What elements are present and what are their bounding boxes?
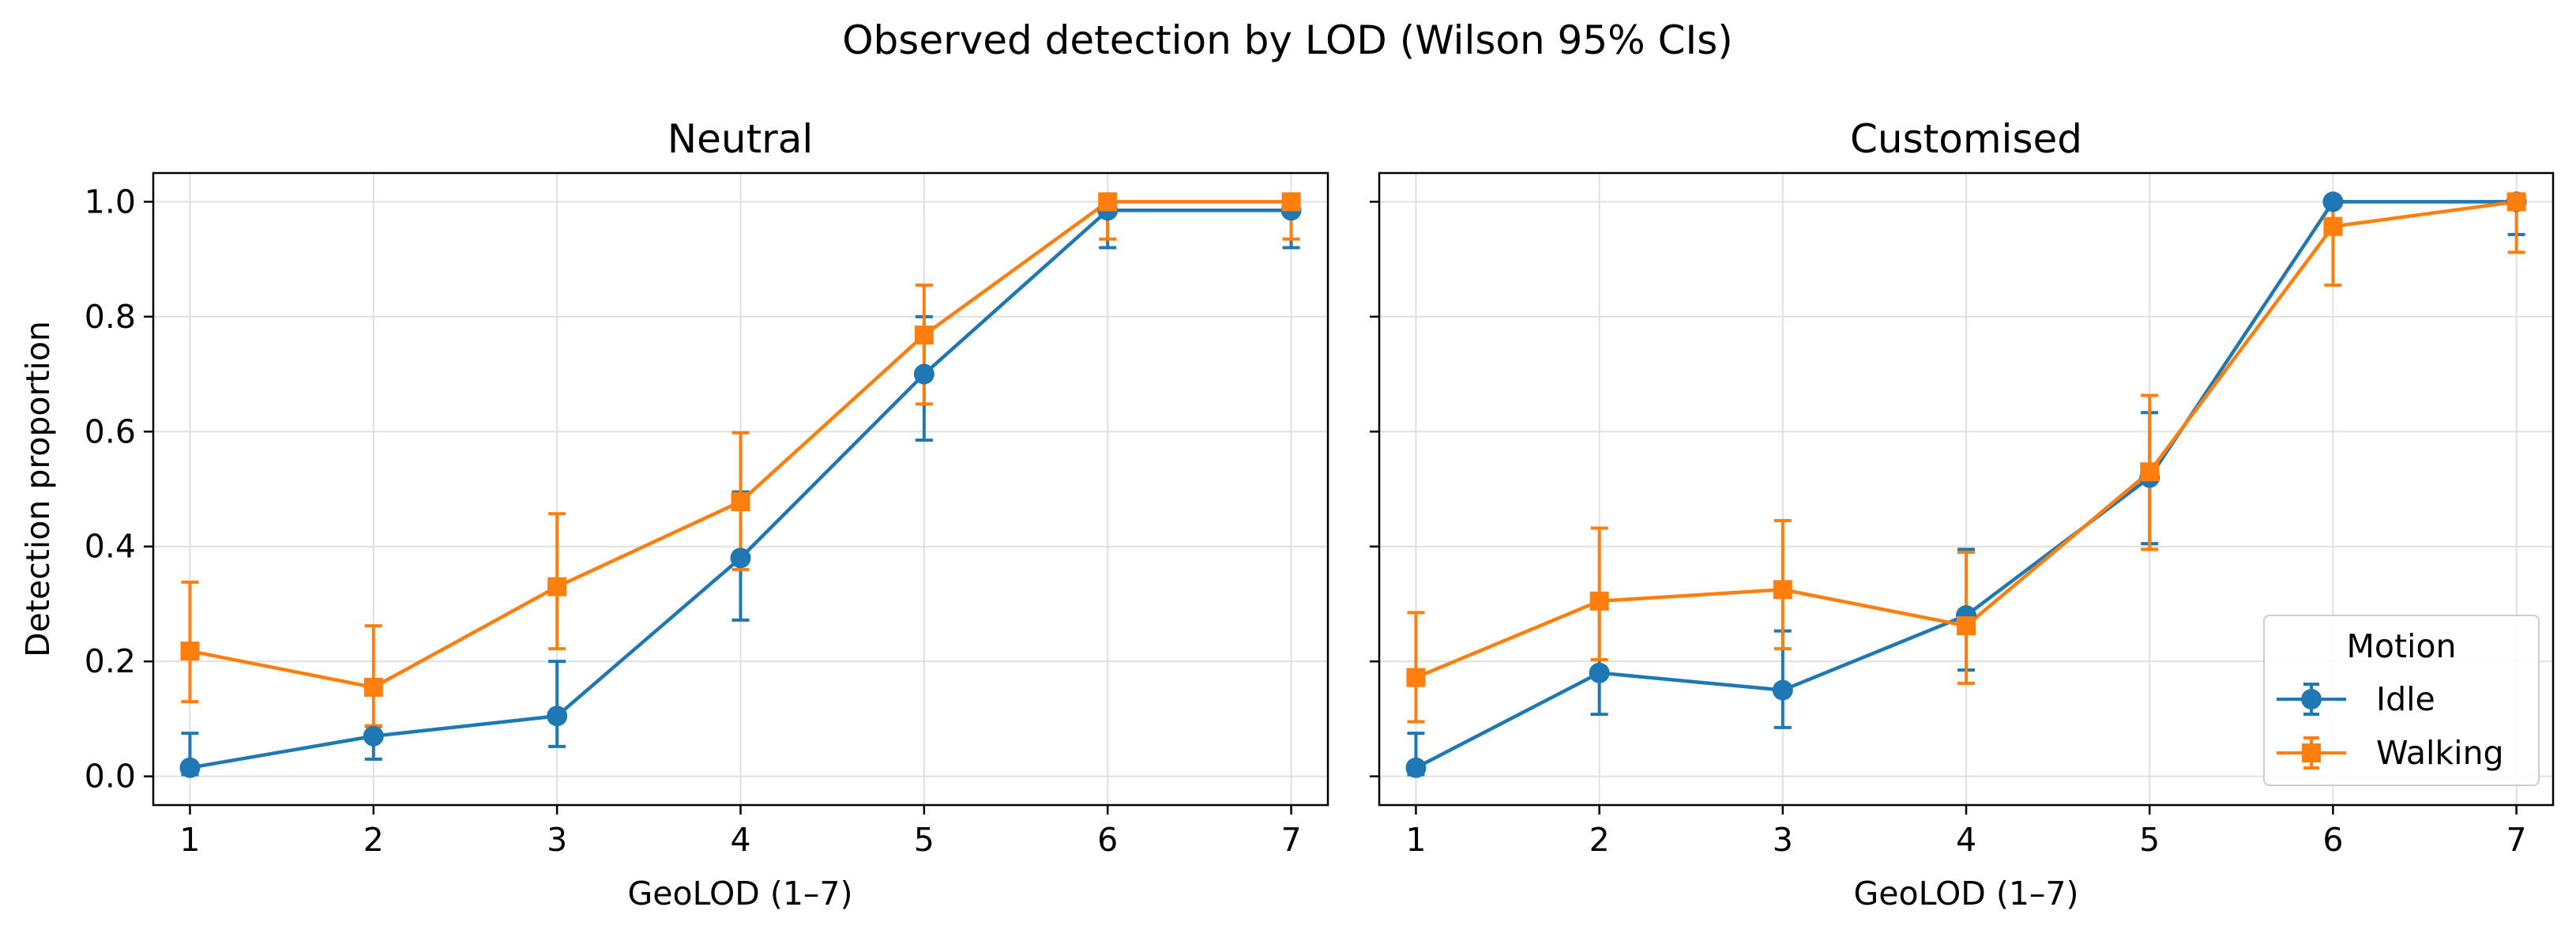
x-tick-label: 7: [2506, 821, 2527, 859]
x-tick-label: 3: [1773, 821, 1793, 859]
walking-data-point: [180, 642, 200, 661]
x-tick-label: 4: [730, 821, 750, 859]
idle-data-point: [1772, 679, 1793, 701]
legend: Motion Idle Walking: [2263, 615, 2540, 786]
idle-data-point: [179, 757, 201, 778]
legend-walking-handle: [2277, 736, 2346, 770]
y-tick-label: 0.0: [85, 758, 136, 796]
walking-data-point: [363, 677, 383, 697]
idle-data-point: [2322, 191, 2344, 213]
walking-data-point: [2140, 462, 2160, 482]
x-tick-label: 4: [1956, 821, 1976, 859]
legend-label-idle: Idle: [2376, 680, 2435, 718]
x-tick-label: 7: [1280, 821, 1301, 859]
idle-data-point: [363, 725, 384, 747]
legend-title: Motion: [2347, 627, 2457, 665]
idle-data-point: [1405, 757, 1427, 778]
walking-data-point: [1589, 591, 1609, 611]
walking-data-point: [547, 577, 567, 596]
walking-data-point: [2323, 216, 2343, 236]
x-tick-label: 6: [1097, 821, 1118, 859]
walking-data-point: [1957, 616, 1976, 636]
walking-data-point: [2506, 192, 2526, 212]
panel-neutral: 1 2 3 4 5 6 7 0.0 0.2 0.4 0.6 0.8 1.0 Neutral GeoLOD…: [19, 116, 1329, 913]
y-tick-label: 0.4: [85, 528, 136, 566]
y-tick-label: 0.2: [85, 642, 136, 680]
x-tick-label: 2: [1589, 821, 1610, 859]
idle-data-point: [913, 363, 935, 385]
idle-data-point: [1589, 662, 1610, 683]
x-tick-label: 2: [363, 821, 384, 859]
y-tick-label: 1.0: [85, 183, 136, 220]
x-tick-label: 3: [547, 821, 567, 859]
x-tick-label: 1: [179, 821, 200, 859]
figure-title: Observed detection by LOD (Wilson 95% CI…: [842, 17, 1733, 63]
x-tick-label: 5: [914, 821, 935, 859]
walking-data-point: [1406, 668, 1426, 687]
walking-data-point: [1281, 192, 1301, 212]
panel-neutral-title: Neutral: [668, 116, 814, 162]
x-tick-label: 1: [1405, 821, 1426, 859]
panel-customised: 1 2 3 4 5 6 7 Customised GeoLOD (1–7) Motion I…: [1370, 116, 2555, 913]
walking-data-point: [1773, 580, 1792, 600]
panel-neutral-x-axis-label: GeoLOD (1–7): [628, 875, 853, 913]
walking-data-point: [731, 492, 750, 511]
walking-data-point: [1098, 192, 1118, 212]
legend-idle-handle: [2277, 683, 2346, 716]
walking-data-point: [914, 326, 934, 345]
legend-label-walking: Walking: [2376, 734, 2504, 772]
panel-customised-x-axis-label: GeoLOD (1–7): [1854, 875, 2079, 913]
y-tick-label: 0.6: [85, 412, 136, 450]
y-tick-label: 0.8: [85, 298, 136, 336]
y-axis-label: Detection proportion: [19, 321, 57, 657]
x-tick-label: 6: [2322, 821, 2343, 859]
panel-customised-title: Customised: [1850, 116, 2082, 162]
idle-data-point: [730, 548, 751, 569]
idle-data-point: [547, 706, 568, 727]
legend-box: [2263, 615, 2540, 786]
x-tick-label: 5: [2139, 821, 2160, 859]
